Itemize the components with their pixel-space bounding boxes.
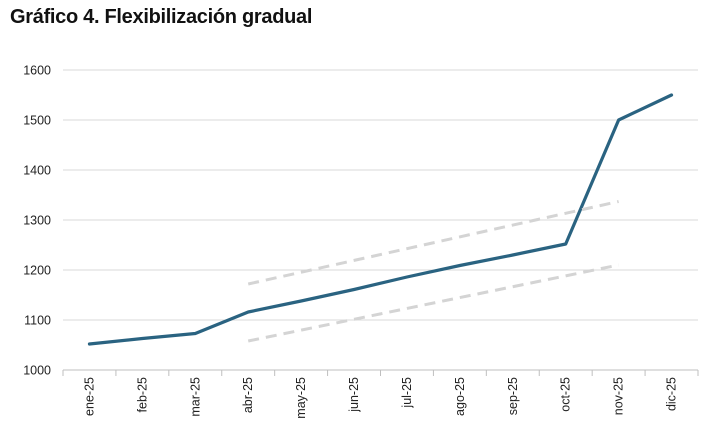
x-axis: [62, 369, 699, 376]
x-tick-label: may-25: [294, 377, 308, 419]
trend-band-line-1: [247, 200, 619, 286]
x-tick-label: abr-25: [241, 377, 255, 413]
series-group: [87, 93, 674, 346]
gridlines: [63, 69, 698, 321]
y-tick-label: 1000: [23, 364, 51, 378]
x-tick-label: ene-25: [82, 377, 96, 416]
x-tick-label: ago-25: [453, 377, 467, 416]
y-tick-label: 1200: [23, 264, 51, 278]
x-tick-label: nov-25: [612, 377, 626, 415]
x-tick-label: feb-25: [135, 377, 149, 412]
x-tick-label: jul-25: [400, 377, 414, 409]
y-tick-label: 1100: [24, 314, 51, 328]
y-tick-label: 1600: [23, 64, 51, 78]
x-tick-label: dic-25: [665, 377, 679, 411]
x-tick-label: sep-25: [506, 377, 520, 415]
x-tick-label: jun-25: [347, 377, 361, 413]
x-axis-ticks: ene-25 feb-25 mar-25 abr-25 may-25 jun-25 jul-…: [82, 377, 678, 419]
y-tick-label: 1300: [23, 214, 51, 228]
chart-title: Gráfico 4. Flexibilización gradual: [10, 6, 313, 28]
series-line: [87, 93, 674, 346]
x-tick-label: oct-25: [559, 377, 573, 412]
trend-band-line-2: [247, 263, 619, 343]
x-tick-label: mar-25: [188, 377, 202, 417]
y-tick-label: 1500: [23, 114, 51, 128]
y-tick-label: 1400: [23, 164, 51, 178]
y-axis-ticks: 1000 1100 1200 1300 1400 1500 1600: [23, 64, 51, 378]
